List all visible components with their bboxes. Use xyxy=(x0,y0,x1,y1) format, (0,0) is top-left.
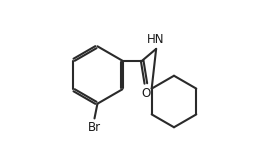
Text: O: O xyxy=(141,87,151,100)
Text: HN: HN xyxy=(147,33,164,46)
Text: Br: Br xyxy=(88,121,101,134)
